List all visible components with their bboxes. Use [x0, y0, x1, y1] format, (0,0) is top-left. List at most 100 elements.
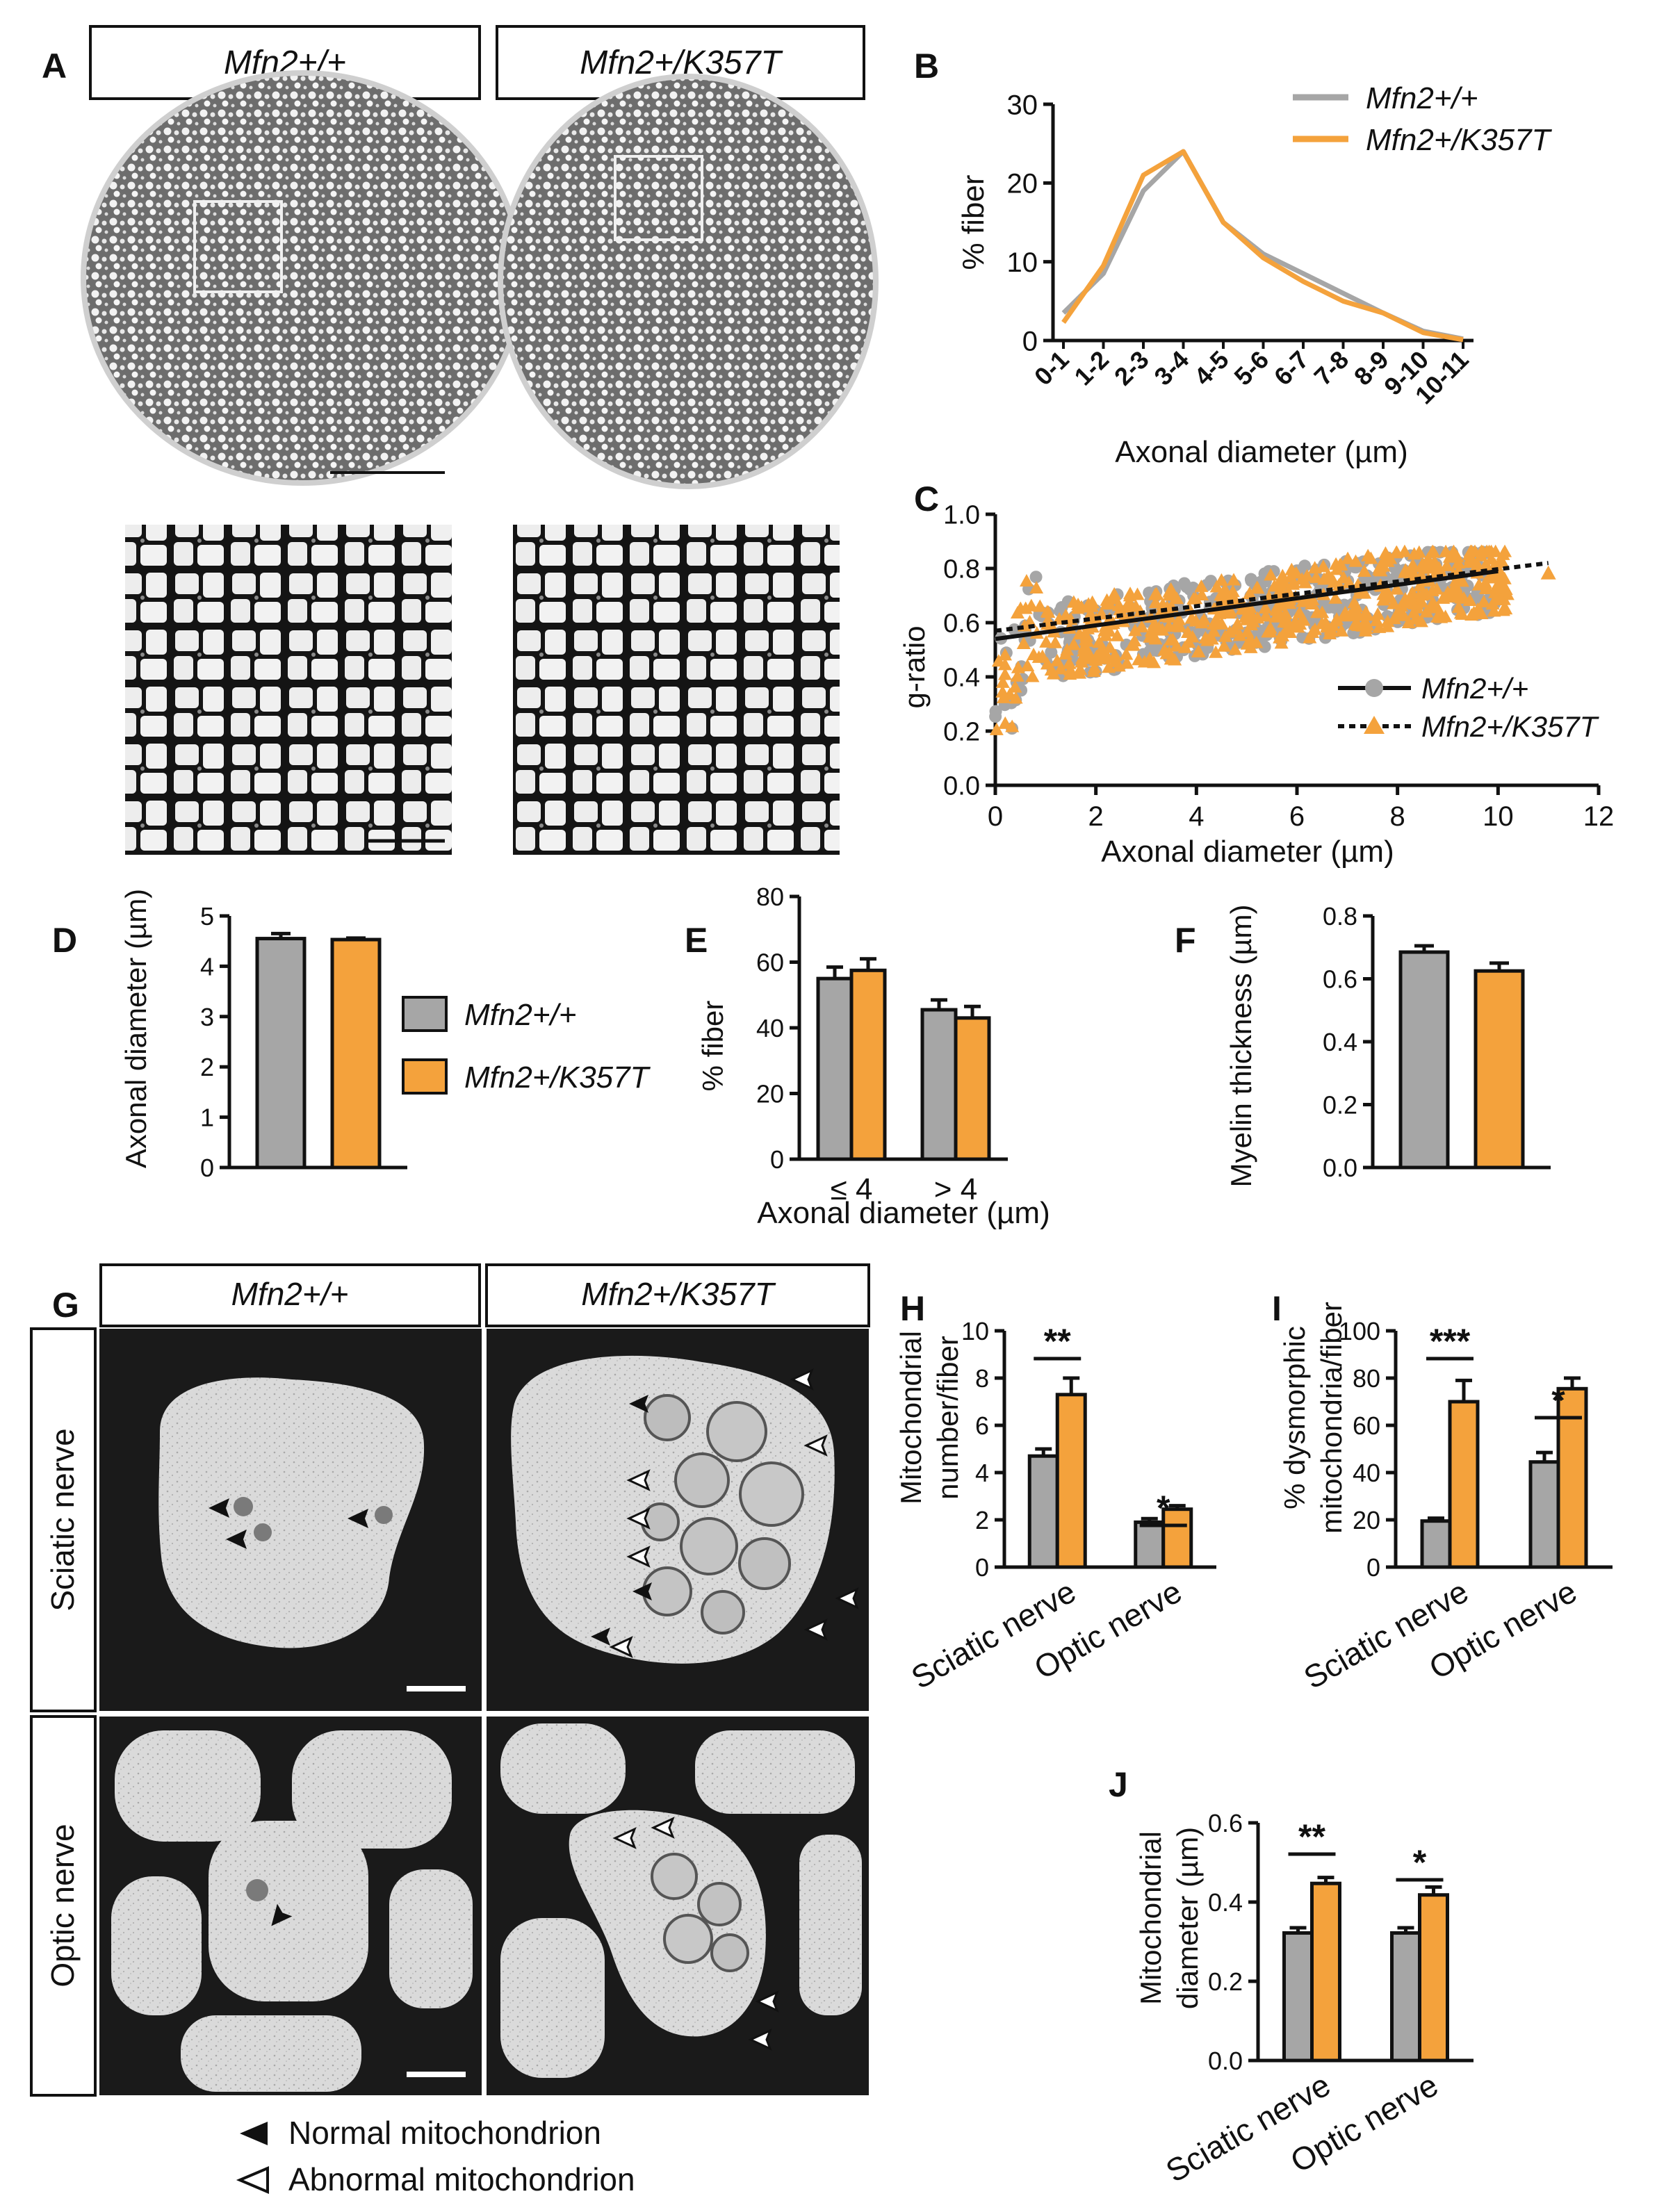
chart-j-bar — [1418, 1893, 1449, 2063]
chart-e-bar — [816, 976, 854, 1161]
chart-c-point — [1499, 582, 1513, 596]
chart-c-point — [989, 722, 1004, 735]
chart-b-ytick-label: 0 — [1022, 326, 1038, 357]
chart-b-xtick-label: 7-8 — [1308, 345, 1354, 391]
chart-i-ylabel-line2: mitochondria/fiber — [1315, 1302, 1348, 1534]
panel-letter-h: H — [900, 1289, 925, 1328]
chart-c-point — [1195, 616, 1209, 629]
chart-c-point — [997, 657, 1012, 671]
chart-c-point — [1261, 625, 1275, 638]
chart-c-point — [1227, 573, 1241, 586]
chart-f: Myelin thickness (µm) 0.0 0.2 0.4 0.6 0.8 — [1225, 902, 1551, 1187]
chart-c-point — [1494, 592, 1508, 605]
chart-c-point — [1089, 649, 1104, 662]
chart-h-ylabel-line1: Mitochondrial — [895, 1331, 927, 1505]
chart-c-point — [1323, 622, 1338, 635]
chart-c-ylabel: g-ratio — [898, 625, 931, 708]
chart-c-point — [1478, 558, 1493, 571]
chart-c-point — [1450, 550, 1464, 563]
chart-c-point — [1371, 607, 1385, 620]
legend-abnormal-mitochondrion: Abnormal mitochondrion — [288, 2161, 635, 2197]
nerve-cross-section-wt — [81, 70, 524, 486]
chart-c-point — [1334, 623, 1349, 637]
chart-c-point — [1063, 663, 1078, 676]
chart-c-point — [1273, 630, 1287, 644]
chart-c-point — [1398, 563, 1413, 576]
chart-b-legend-wt: Mfn2+/+ — [1366, 81, 1478, 115]
legend-normal-mitochondrion: Normal mitochondrion — [288, 2115, 601, 2151]
chart-c-point — [1484, 544, 1499, 557]
chart-c-point — [1296, 594, 1310, 607]
chart-b-xlabel: Axonal diameter (µm) — [1115, 435, 1407, 469]
chart-c-legend-wt: Mfn2+/+ — [1421, 672, 1528, 705]
chart-c-point — [1081, 597, 1096, 610]
chart-i-ytick-label: 100 — [1339, 1317, 1380, 1345]
chart-c-point — [1417, 559, 1432, 572]
legend-d-swatch-wt — [402, 996, 448, 1032]
chart-c-point — [1062, 656, 1077, 669]
chart-c-point — [1397, 544, 1412, 557]
chart-c-point — [1005, 719, 1020, 732]
chart-j-ytick-label: 0.2 — [1208, 1967, 1243, 1996]
panel-letter-e: E — [685, 921, 708, 960]
chart-c-point — [1242, 586, 1257, 599]
chart-e-ytick-label: 0 — [770, 1145, 784, 1174]
chart-c-point — [1351, 618, 1366, 631]
chart-c-ytick-label: 0.4 — [943, 664, 980, 693]
inset-micrograph-mut — [513, 525, 840, 855]
chart-c-point — [1316, 572, 1331, 585]
chart-c-point — [1152, 621, 1166, 634]
chart-c-xlabel: Axonal diameter (µm) — [1101, 835, 1394, 869]
chart-c-ytick-label: 1.0 — [943, 501, 980, 530]
legend-d-wt: Mfn2+/+ — [464, 998, 576, 1032]
chart-c-point — [1401, 616, 1416, 629]
chart-c-point — [1328, 591, 1343, 604]
chart-h-bar — [1027, 1454, 1059, 1569]
chart-c-xtick-label: 0 — [988, 801, 1003, 832]
chart-c-point — [1029, 571, 1043, 584]
chart-h-bar — [1134, 1520, 1166, 1569]
chart-c-point — [1205, 632, 1219, 645]
chart-c-point — [1361, 548, 1376, 562]
chart-h-ytick-label: 10 — [961, 1317, 989, 1345]
chart-c-xtick-label: 10 — [1483, 801, 1514, 832]
panel-letter-i: I — [1272, 1289, 1282, 1328]
chart-f-ytick-label: 0.4 — [1323, 1028, 1357, 1056]
chart-c-point — [1123, 589, 1137, 602]
chart-b-legend-mut: Mfn2+/K357T — [1366, 123, 1552, 157]
chart-e-xtick-label: > 4 — [934, 1172, 977, 1206]
chart-c-point — [1389, 582, 1404, 595]
panel-letter-c: C — [914, 480, 939, 518]
chart-b-xtick-label: 5-6 — [1228, 345, 1274, 391]
chart-h-ytick-label: 0 — [975, 1553, 989, 1582]
legend-d-swatch-mut — [402, 1058, 448, 1095]
chart-c-point — [1227, 642, 1242, 655]
chart-c-point — [1496, 603, 1510, 616]
chart-c-point — [1244, 573, 1257, 586]
chart-b-ytick-label: 10 — [1007, 247, 1038, 278]
chart-i-significance: * — [1551, 1381, 1565, 1420]
chart-c-point — [1166, 632, 1180, 646]
chart-c-point — [1264, 568, 1278, 581]
chart-c-point — [998, 716, 1013, 729]
chart-c-point — [1027, 648, 1041, 661]
chart-c-point — [1338, 605, 1353, 618]
chart-b-xtick-label: 4-5 — [1189, 345, 1234, 391]
chart-h: Mitochondrial number/fiber 0246810Sciati… — [895, 1317, 1216, 1696]
chart-c-point — [1137, 655, 1152, 668]
chart-c-point — [1100, 593, 1114, 606]
chart-c-point — [1478, 582, 1493, 595]
chart-c-point — [1214, 616, 1229, 630]
chart-c-point — [1134, 620, 1149, 633]
chart-c-point — [1303, 630, 1317, 644]
chart-e-ytick-label: 60 — [756, 948, 784, 976]
chart-d-ytick-label: 3 — [200, 1003, 214, 1031]
chart-b: % fiber Axonal diameter (µm) Mfn2+/+ Mfn… — [956, 81, 1552, 469]
row-label-box-sciatic — [30, 1327, 97, 1712]
chart-c-point — [1278, 607, 1293, 620]
chart-h-significance: * — [1157, 1489, 1170, 1527]
chart-c-point — [1396, 608, 1411, 621]
chart-i: % dysmorphic mitochondria/fiber 0 20 40 60 8… — [1278, 1302, 1613, 1696]
chart-c-point — [1258, 640, 1271, 653]
chart-c-fit-line — [995, 561, 1549, 633]
